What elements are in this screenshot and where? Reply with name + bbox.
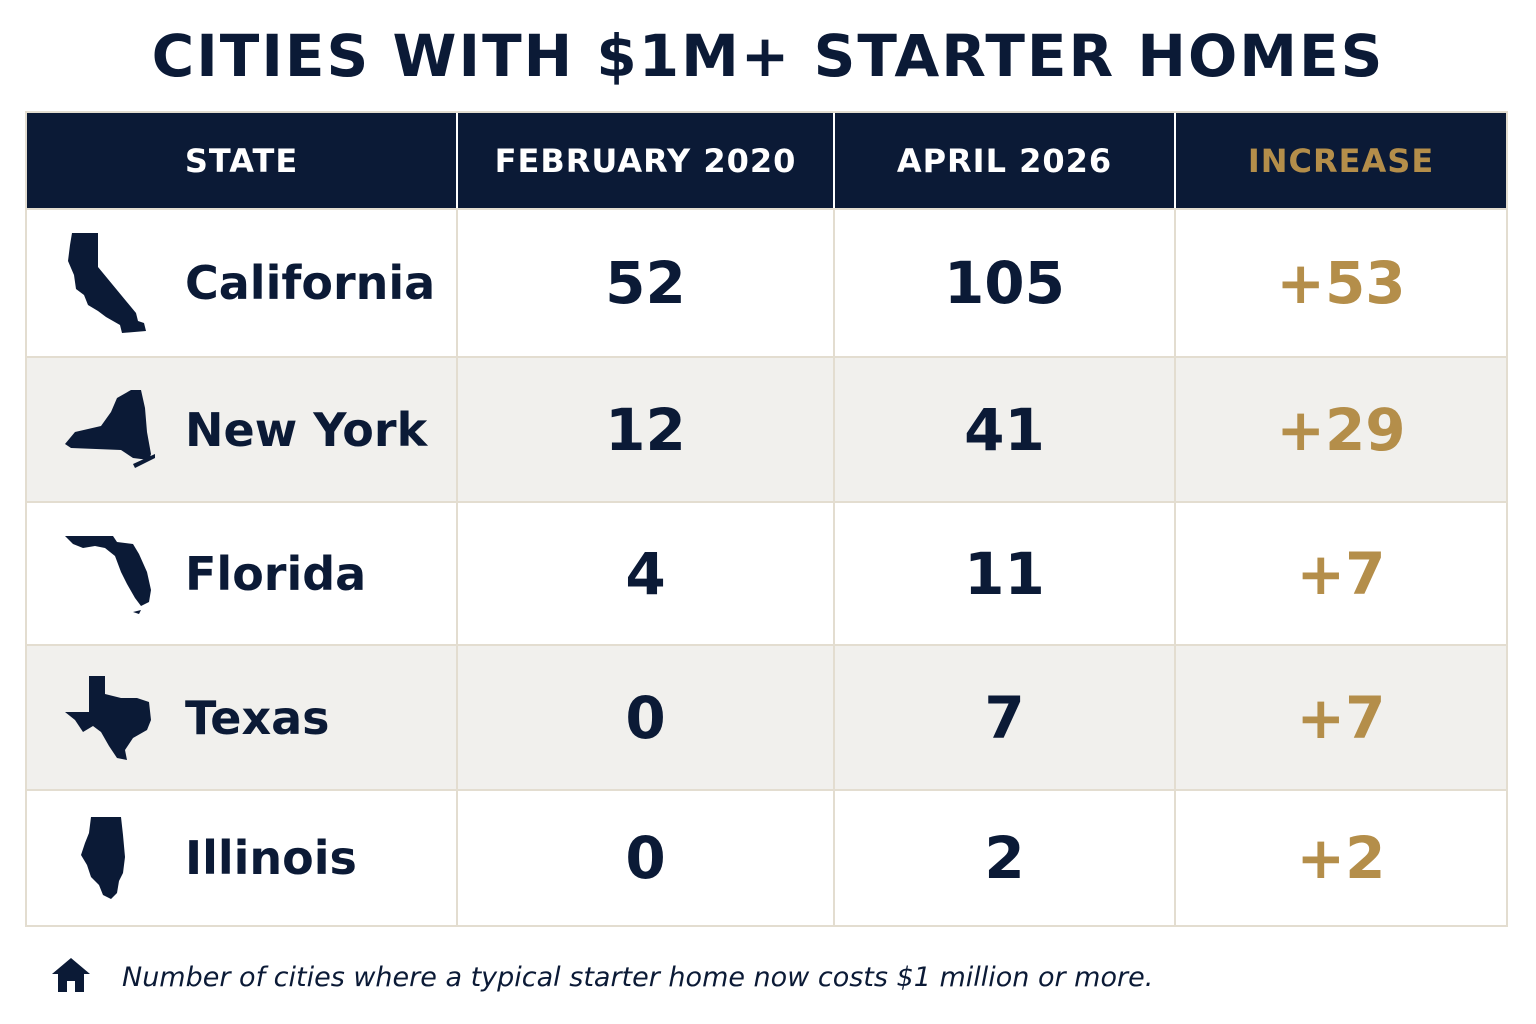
increase-cell: +2 [1176, 791, 1506, 925]
apr2026-value: 11 [964, 539, 1045, 608]
feb2020-cell: 0 [458, 791, 835, 925]
apr2026-value: 41 [964, 395, 1045, 464]
state-cell: Texas [27, 646, 458, 789]
california-state-icon [61, 228, 157, 338]
texas-state-icon [61, 663, 157, 773]
header-cell-apr2026: APRIL 2026 [835, 113, 1176, 208]
home-icon [50, 956, 92, 998]
apr2026-cell: 41 [835, 358, 1176, 501]
column-header: FEBRUARY 2020 [494, 141, 797, 180]
table-row: Florida 4 11 +7 [27, 501, 1506, 644]
feb2020-value: 0 [625, 824, 666, 892]
state-name: Florida [185, 546, 367, 601]
header-cell-increase: INCREASE [1176, 113, 1506, 208]
increase-value: +2 [1296, 824, 1386, 892]
apr2026-value: 7 [984, 683, 1025, 752]
footnote: Number of cities where a typical starter… [122, 961, 1154, 993]
increase-value: +53 [1276, 249, 1406, 317]
increase-cell: +29 [1176, 358, 1506, 501]
state-cell: Florida [27, 503, 458, 644]
table-row: New York 12 41 +29 [27, 356, 1506, 501]
apr2026-cell: 7 [835, 646, 1176, 789]
feb2020-cell: 52 [458, 210, 835, 356]
illinois-state-icon [61, 803, 157, 913]
increase-value: +7 [1296, 683, 1386, 752]
feb2020-value: 4 [625, 539, 666, 608]
state-cell: Illinois [27, 791, 458, 925]
header-cell-feb2020: FEBRUARY 2020 [458, 113, 835, 208]
increase-cell: +7 [1176, 646, 1506, 789]
feb2020-value: 52 [605, 249, 686, 317]
new-york-state-icon [61, 375, 157, 485]
state-cell: New York [27, 358, 458, 501]
table-header-row: STATE FEBRUARY 2020 APRIL 2026 INCREASE [27, 113, 1506, 208]
increase-cell: +53 [1176, 210, 1506, 356]
footer: Number of cities where a typical starter… [50, 952, 1153, 1002]
apr2026-cell: 2 [835, 791, 1176, 925]
apr2026-cell: 11 [835, 503, 1176, 644]
table-row: Illinois 0 2 +2 [27, 789, 1506, 925]
increase-value: +7 [1296, 539, 1386, 608]
state-name: California [185, 256, 436, 310]
header-cell-state: STATE [27, 113, 458, 208]
feb2020-cell: 12 [458, 358, 835, 501]
column-header: STATE [184, 141, 299, 180]
apr2026-cell: 105 [835, 210, 1176, 356]
increase-value: +29 [1276, 395, 1406, 464]
table-row: Texas 0 7 +7 [27, 644, 1506, 789]
feb2020-cell: 0 [458, 646, 835, 789]
feb2020-cell: 4 [458, 503, 835, 644]
column-header: APRIL 2026 [896, 141, 1113, 180]
table-row: California 52 105 +53 [27, 208, 1506, 356]
feb2020-value: 0 [625, 683, 666, 752]
apr2026-value: 105 [943, 249, 1066, 317]
state-cell: California [27, 210, 458, 356]
state-name: Texas [185, 690, 330, 745]
apr2026-value: 2 [984, 824, 1025, 892]
state-name: Illinois [185, 831, 357, 885]
florida-state-icon [61, 519, 157, 629]
state-name: New York [185, 402, 428, 457]
data-table: STATE FEBRUARY 2020 APRIL 2026 INCREASE … [25, 111, 1508, 927]
column-header: INCREASE [1247, 141, 1435, 180]
feb2020-value: 12 [605, 395, 686, 464]
page-title: CITIES WITH $1M+ STARTER HOMES [151, 22, 1385, 90]
increase-cell: +7 [1176, 503, 1506, 644]
